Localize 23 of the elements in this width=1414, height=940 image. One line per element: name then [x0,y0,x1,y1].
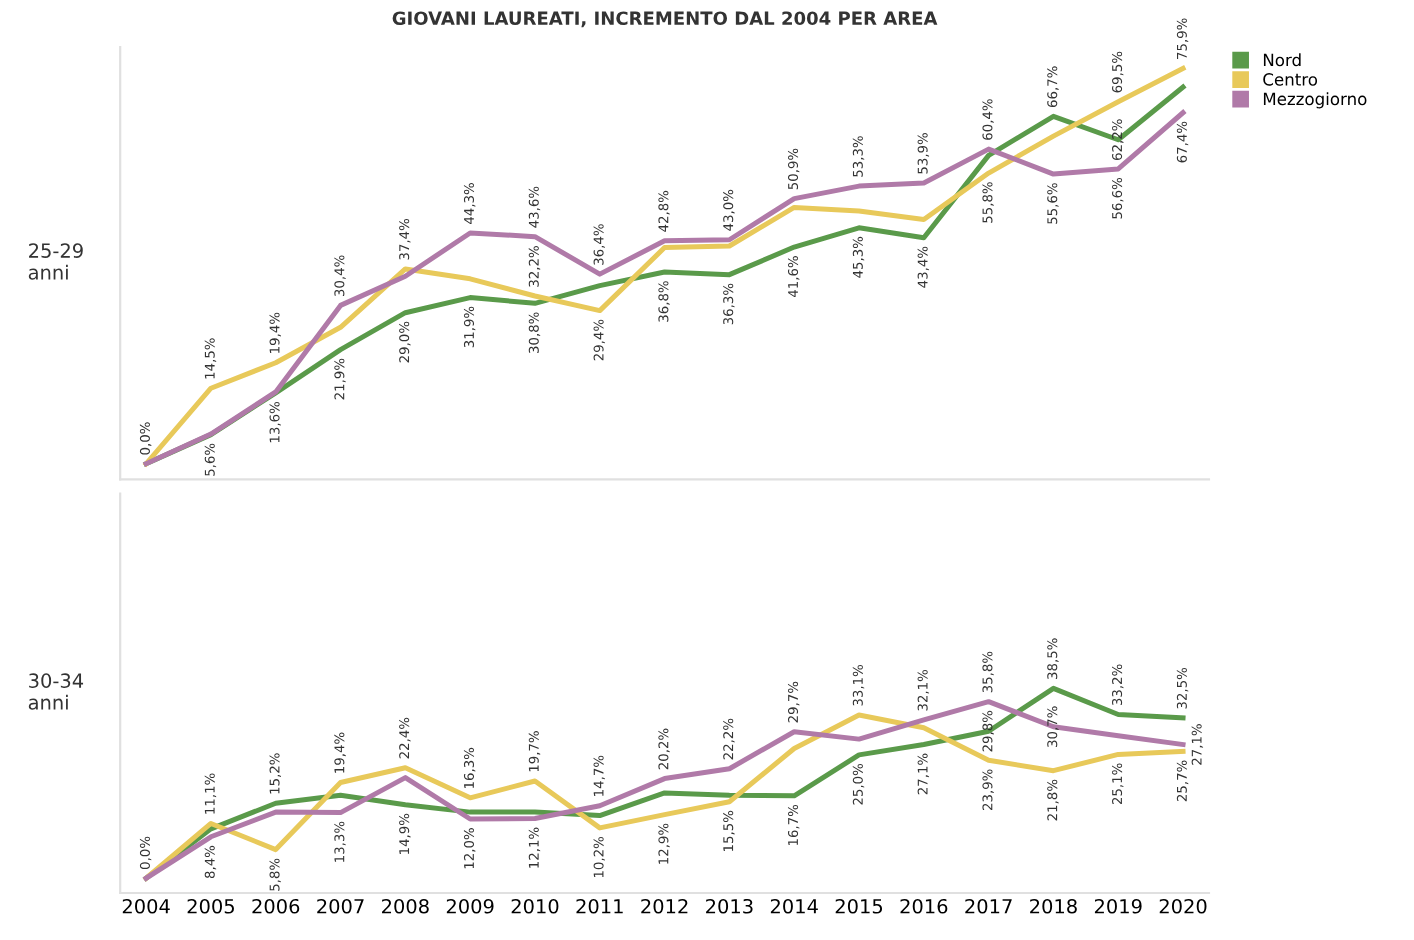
x-tick-label: 2006 [252,898,300,914]
x-tick-label: 2017 [965,898,1012,914]
x-tick-label: 2014 [770,898,818,914]
x-tick-label: 2004 [122,898,170,914]
x-tick-label: 2012 [641,898,688,914]
y-axis-title: 30-34 anni [28,673,84,710]
y-axis-title: 25-29 anni [28,243,83,280]
x-tick-label: 2016 [900,898,948,914]
x-tick-label: 2011 [576,898,623,914]
chart-title: GIOVANI LAUREATI, INCREMENTO DAL 2004 PER AREA [392,11,938,28]
x-tick-label: 2013 [706,898,753,914]
x-tick-label: 2018 [1030,898,1077,914]
legend-label: Mezzogiorno [1263,92,1367,109]
x-tick-label: 2019 [1094,898,1142,914]
x-tick-label: 2008 [382,898,429,914]
legend-label: Nord [1263,53,1301,67]
x-tick-label: 2015 [835,898,883,914]
x-tick-label: 2020 [1159,898,1207,914]
legend-label: Centro [1263,73,1318,86]
x-tick-label: 2007 [317,898,364,914]
x-tick-label: 2005 [187,898,234,914]
x-tick-label: 2010 [511,898,559,914]
x-tick-label: 2009 [446,898,494,914]
